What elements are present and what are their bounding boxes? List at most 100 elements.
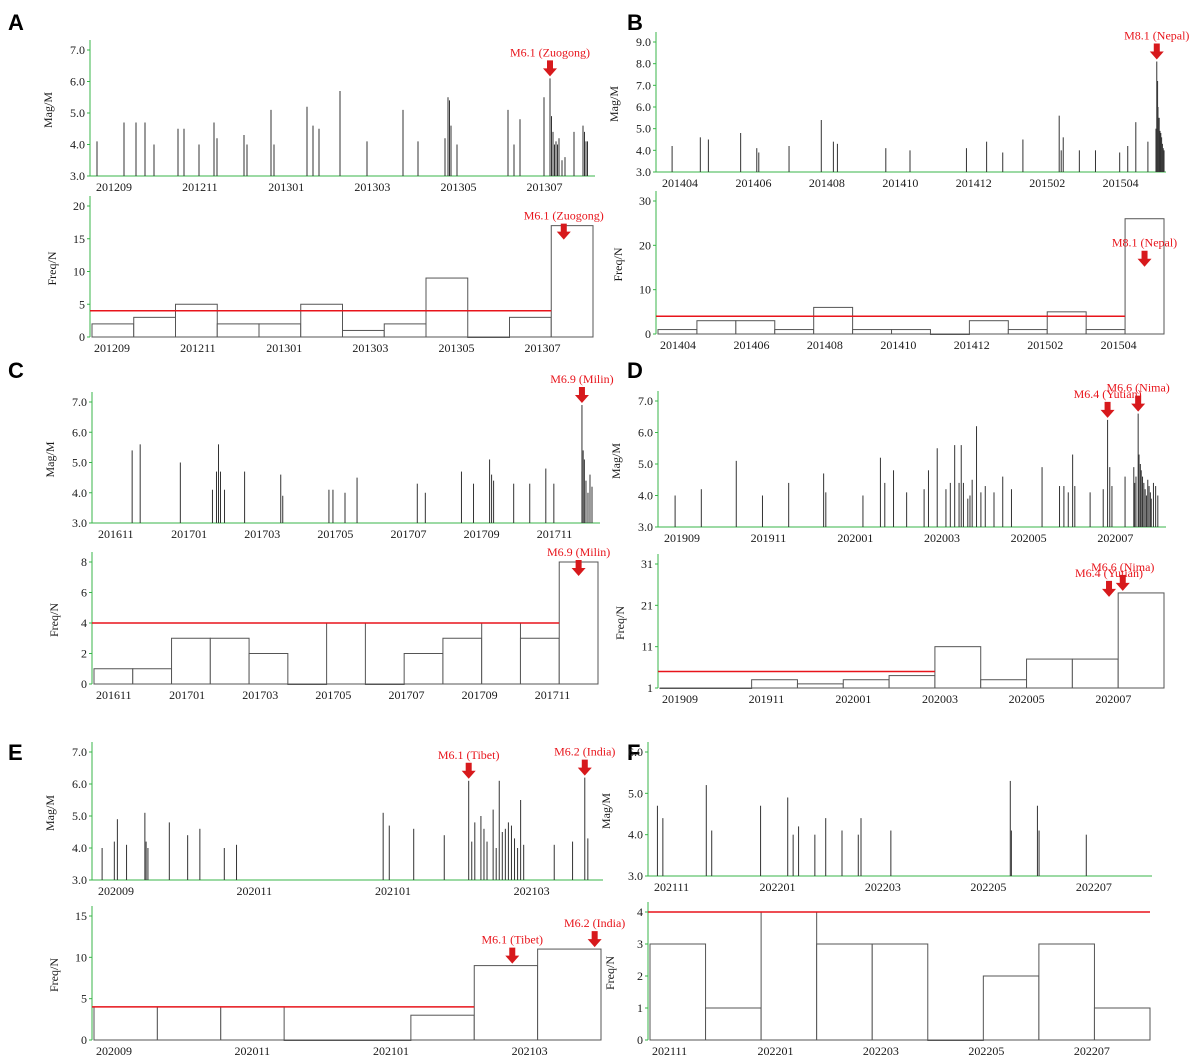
x-tick-label: 201504 [1101,338,1137,352]
frequency-bar [133,316,176,338]
frequency-bar [467,336,510,338]
x-tick-label: 202007 [1095,692,1131,706]
x-tick-label: 202207 [1076,880,1112,894]
x-tick-label: 202203 [863,1044,899,1057]
y-tick-label: 2 [81,647,87,661]
frequency-bar [347,1039,412,1041]
y-tick-label: 4.0 [638,489,653,503]
y-tick-label: 6.0 [636,100,651,114]
event-label: M6.1 (Tibet) [481,933,543,947]
y-tick-label: 4.0 [70,138,85,152]
frequency-bar [705,1007,762,1041]
magnitude-plot: 3.0 4.0 5.0 6.0 7.0 8.0 9.0 Mag/M 201404 201406 20… [607,29,1189,191]
panel-letter: E [8,740,23,765]
event-label: M6.2 (India) [554,745,615,759]
x-tick-label: 201502 [1027,338,1063,352]
y-tick-label: 6.0 [638,426,653,440]
event-label: M6.1 (Zuogong) [510,45,590,59]
x-tick-label: 202009 [98,884,134,898]
y-tick-label: 4.0 [72,486,87,500]
frequency-bar [657,329,698,335]
frequency-bar [1007,329,1048,335]
x-tick-label: 201711 [535,688,571,702]
y-tick-label: 5.0 [72,456,87,470]
frequency-bar [1046,311,1087,335]
x-tick-label: 201209 [96,180,132,194]
x-tick-label: 201303 [354,180,390,194]
x-tick-label: 201412 [956,176,992,190]
frequency-bar [537,948,602,1041]
frequency-bar [342,329,385,338]
y-tick-label: 6 [81,586,87,600]
frequency-bar [816,943,873,1041]
x-tick-label: 201909 [664,531,700,545]
frequency-bar [403,653,444,685]
y-tick-label: 7.0 [638,394,653,408]
event-arrow [1149,43,1164,60]
frequency-bar [1071,658,1119,689]
y-tick-label: 5 [81,992,87,1006]
x-tick-label: 202005 [1009,692,1045,706]
event-arrow [505,947,520,964]
frequency-bar [558,561,599,685]
frequency-bar [852,329,893,335]
y-tick-label: 3.0 [72,516,87,530]
x-tick-label: 201410 [882,176,918,190]
x-tick-label: 201404 [660,338,696,352]
x-tick-label: 201711 [537,527,573,541]
frequency-plot: 0 10 20 30 Freq/N 201404 201406 201408 201410 201… [611,191,1177,352]
frequency-bar [481,622,521,685]
y-tick-label: 10 [639,283,651,297]
x-tick-label: 202205 [970,880,1006,894]
panel-B: B 3.0 4.0 5.0 6.0 7.0 8.0 9.0 Mag/M 201404 201406 2… [607,10,1189,352]
y-tick-label: 6.0 [72,425,87,439]
y-axis-label: Freq/N [603,956,617,990]
y-tick-label: 3.0 [636,165,651,179]
y-tick-label: 20 [639,238,651,252]
x-tick-label: 202009 [96,1044,132,1057]
x-tick-label: 202007 [1097,531,1133,545]
frequency-bar [888,675,936,689]
event-arrow [1115,574,1130,591]
y-tick-label: 3.0 [72,873,87,887]
frequency-bar [248,653,289,685]
x-tick-label: 202005 [1011,531,1047,545]
frequency-plot: 0 2 4 6 8 Freq/N 201611 201701 201703 201705 20170… [47,545,610,702]
y-tick-label: 3 [637,937,643,951]
event-label: M6.2 (India) [564,916,625,930]
frequency-bar [171,637,211,685]
x-tick-label: 201705 [317,527,353,541]
frequency-bar [175,303,218,338]
frequency-bar [927,1039,984,1041]
frequency-bar [425,277,469,338]
frequency-bar [1093,1007,1151,1041]
x-tick-label: 201408 [807,338,843,352]
event-arrow [556,223,571,240]
x-tick-label: 201410 [880,338,916,352]
x-tick-label: 202001 [837,531,873,545]
y-tick-label: 6.0 [70,75,85,89]
x-tick-label: 201307 [525,341,561,355]
frequency-bar [934,646,982,689]
y-axis-label: Mag/M [607,86,621,122]
y-tick-label: 1 [647,681,653,695]
event-label: M6.9 (Milin) [550,372,613,386]
x-tick-label: 201504 [1103,176,1139,190]
x-tick-label: 202207 [1074,1044,1110,1057]
y-axis-label: Freq/N [45,251,59,285]
event-label: M8.1 (Nepal) [1112,236,1177,250]
y-tick-label: 21 [641,598,653,612]
frequency-bar [364,683,405,685]
frequency-bar [705,687,753,689]
frequency-bar [1038,943,1095,1041]
event-label: M6.9 (Milin) [547,545,610,559]
y-tick-label: 31 [641,557,653,571]
x-tick-label: 201305 [438,341,474,355]
y-tick-label: 4 [81,616,87,630]
event-arrow [571,560,586,576]
y-tick-label: 5.0 [636,122,651,136]
x-tick-label: 201703 [244,527,280,541]
frequency-bar [760,911,818,1041]
x-tick-label: 201709 [464,527,500,541]
x-tick-label: 201911 [749,692,785,706]
